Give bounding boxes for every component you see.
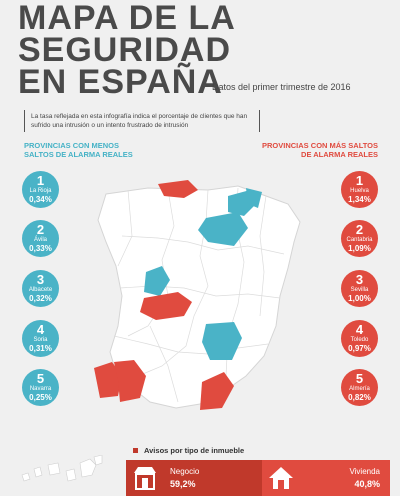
business-value: 59,2% [170,479,196,489]
rank-number: 1 [355,173,364,188]
low-rank-2-badge: 2 Ávila 0,33% [22,220,59,257]
lowest-heading: PROVINCIAS CON MENOS SALTOS DE ALARMA RE… [24,141,133,159]
low-rank-1-badge: 1 La Rioja 0,34% [22,171,59,208]
province-name: Albacete [28,287,53,293]
province-name: Sevilla [350,287,369,293]
province-name: Ávila [33,237,47,243]
province-rate: 1,00% [348,294,371,303]
spain-mainland [97,185,301,409]
rank-number: 3 [355,272,364,287]
low-rank-4-badge: 4 Soria 0,31% [22,320,59,357]
province-albacete [202,322,242,360]
province-rate: 0,97% [348,344,371,353]
rank-number: 1 [36,173,45,188]
province-name: Soria [33,337,48,343]
highest-heading: PROVINCIAS CON MÁS SALTOS DE ALARMA REAL… [262,141,378,159]
province-rate: 0,25% [29,393,52,402]
province-name: Toledo [350,337,369,343]
province-almeria [200,372,234,410]
province-toledo [140,292,192,320]
province-sevilla [114,360,146,402]
high-rank-3-badge: 3 Sevilla 1,00% [341,270,378,307]
infographic-title: MAPA DE LA SEGURIDAD EN ESPAÑA [18,0,236,101]
store-icon [134,467,156,490]
province-rate: 0,31% [29,344,52,353]
province-rate: 0,32% [29,294,52,303]
business-label: Negocio [170,467,200,476]
high-rank-4-badge: 4 Toledo 0,97% [341,320,378,357]
province-soria [198,212,248,246]
square-bullet-icon [133,448,138,453]
province-name: La Rioja [29,188,52,194]
province-navarra [246,188,262,208]
house-icon [269,467,293,489]
home-share-bar: Vivienda 40,8% [262,460,390,496]
property-type-heading-text: Avisos por tipo de inmueble [144,446,245,455]
province-name: Navarra [29,386,52,392]
title-line-3: EN ESPAÑA [18,63,223,101]
high-rank-5-badge: 5 Almería 0,82% [341,369,378,406]
home-value: 40,8% [354,479,380,489]
low-rank-5-badge: 5 Navarra 0,25% [22,369,59,406]
low-rank-3-badge: 3 Albacete 0,32% [22,270,59,307]
province-name: Almería [349,386,370,392]
rank-number: 4 [36,322,45,337]
title-line-1: MAPA DE LA [18,0,236,37]
rank-number: 4 [355,322,364,337]
spain-province-map [94,180,301,410]
high-rank-2-badge: 2 Cantabria 1,09% [341,220,378,257]
business-share-bar: Negocio 59,2% [126,460,262,496]
subtitle: Datos del primer trimestre de 2016 [212,82,351,92]
province-huelva [94,362,122,398]
province-rate: 0,34% [29,195,52,204]
province-cantabria [158,180,198,198]
province-rate: 1,34% [348,195,371,204]
province-name: Huelva [350,188,369,194]
methodology-note: La tasa reflejada en esta infografía ind… [24,110,260,132]
home-label: Vivienda [349,467,380,476]
rank-number: 5 [355,371,364,386]
rank-number: 5 [36,371,45,386]
canary-islands-map [21,455,103,482]
rank-number: 3 [36,272,45,287]
province-rate: 0,33% [29,244,52,253]
province-rate: 0,82% [348,393,371,402]
province-avila [144,266,170,296]
rank-number: 2 [355,222,364,237]
property-type-heading: Avisos por tipo de inmueble [133,446,244,455]
title-line-2: SEGURIDAD [18,31,232,69]
province-name: Cantabria [346,237,373,243]
rank-number: 2 [36,222,45,237]
high-rank-1-badge: 1 Huelva 1,34% [341,171,378,208]
province-rate: 1,09% [348,244,371,253]
